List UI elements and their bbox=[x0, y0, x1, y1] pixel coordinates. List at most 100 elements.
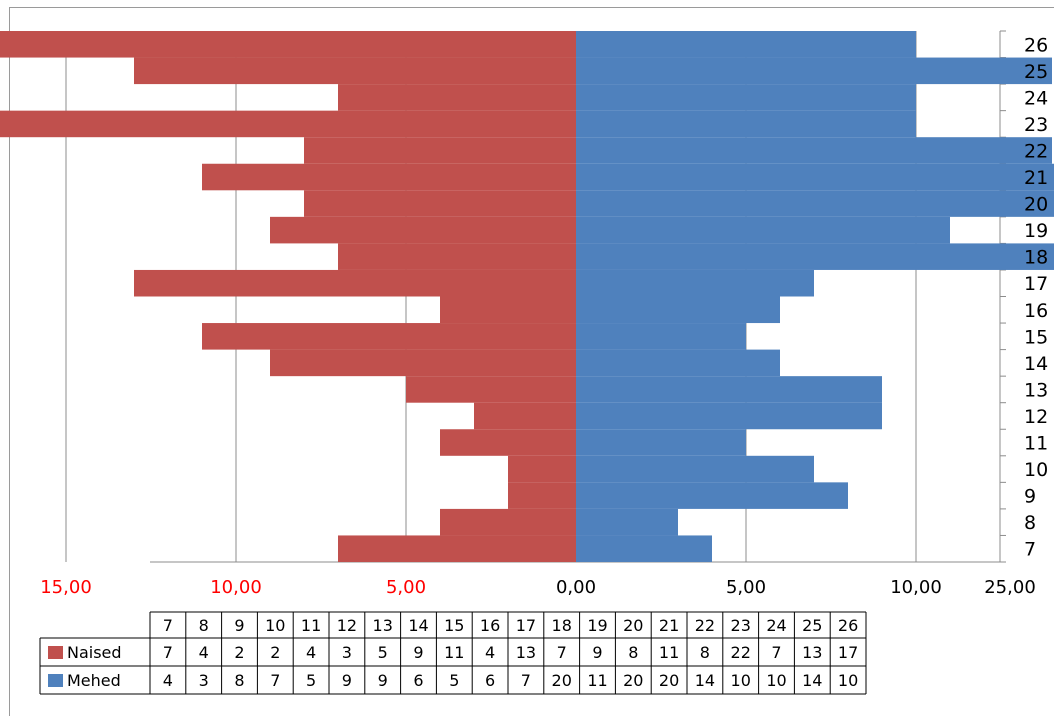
legend-label-mehed: Mehed bbox=[67, 671, 121, 690]
table-cell: 11 bbox=[587, 671, 607, 690]
table-header-cell: 18 bbox=[552, 616, 572, 635]
legend-label-naised: Naised bbox=[67, 643, 122, 662]
y-tick-label: 24 bbox=[1024, 87, 1048, 109]
table-cell: 5 bbox=[449, 671, 459, 690]
table-cell: 6 bbox=[413, 671, 423, 690]
y-tick-label: 26 bbox=[1024, 34, 1048, 56]
x-tick-label-right: 25,00 bbox=[984, 577, 1036, 598]
bar-mehed-25 bbox=[576, 57, 1052, 85]
y-tick-label: 13 bbox=[1024, 379, 1048, 401]
table-cell: 8 bbox=[234, 671, 244, 690]
table-header-cell: 22 bbox=[695, 616, 715, 635]
y-tick-label: 18 bbox=[1024, 247, 1048, 269]
table-header-cell: 21 bbox=[659, 616, 679, 635]
x-tick-label-right: 10,00 bbox=[890, 577, 942, 598]
bar-naised-16 bbox=[440, 296, 576, 324]
y-tick-label: 22 bbox=[1024, 140, 1048, 162]
y-axis-tick-labels: 7 8 9 10 11 12 13 14 15 16 17 18 19 20 21 22 23 24 25 26 bbox=[1024, 34, 1048, 560]
data-table: 7 8 9 10 11 12 13 14 15 16 17 18 19 20 21 22 23 24 25 26Nai… bbox=[39, 611, 867, 695]
table-cell: 8 bbox=[628, 643, 638, 662]
table-header-cell: 7 bbox=[163, 616, 173, 635]
bar-mehed-23 bbox=[576, 110, 916, 138]
bar-mehed-19 bbox=[576, 216, 950, 244]
bar-mehed-13 bbox=[576, 376, 882, 403]
table-cell: 10 bbox=[731, 671, 751, 690]
y-tick-label: 19 bbox=[1024, 220, 1048, 242]
legend-key-naised bbox=[48, 646, 63, 659]
bar-mehed-14 bbox=[576, 349, 780, 377]
bar-mehed-10 bbox=[576, 455, 814, 483]
bars bbox=[0, 31, 1054, 562]
x-axis-tick-labels: 25,0020,0015,0010,005,000,005,0010,0015,… bbox=[40, 577, 1036, 598]
table-cell: 7 bbox=[163, 643, 173, 662]
table-cell: 8 bbox=[700, 643, 710, 662]
y-tick-label: 7 bbox=[1024, 539, 1036, 561]
y-tick-label: 15 bbox=[1024, 326, 1048, 348]
bar-mehed-22 bbox=[576, 137, 1052, 164]
table-header-cell: 15 bbox=[444, 616, 464, 635]
table-cell: 9 bbox=[592, 643, 602, 662]
table-cell: 5 bbox=[306, 671, 316, 690]
y-tick-label: 14 bbox=[1024, 353, 1048, 375]
table-header-cell: 19 bbox=[587, 616, 607, 635]
x-tick-label-left: 10,00 bbox=[210, 577, 262, 598]
bar-mehed-20 bbox=[576, 190, 1054, 217]
table-cell: 22 bbox=[731, 643, 751, 662]
bar-mehed-17 bbox=[576, 269, 814, 297]
bar-mehed-21 bbox=[576, 163, 1054, 191]
bar-mehed-12 bbox=[576, 402, 882, 430]
table-cell: 7 bbox=[521, 671, 531, 690]
bar-mehed-18 bbox=[576, 243, 1054, 270]
x-tick-label-left: 5,00 bbox=[386, 577, 426, 598]
y-tick-label: 23 bbox=[1024, 114, 1048, 136]
table-header-cell: 10 bbox=[265, 616, 285, 635]
x-tick-label-right: 0,00 bbox=[556, 577, 596, 598]
y-tick-label: 25 bbox=[1024, 61, 1048, 83]
bar-mehed-11 bbox=[576, 429, 746, 456]
bar-naised-7 bbox=[338, 535, 576, 562]
table-cell: 7 bbox=[557, 643, 567, 662]
y-tick-label: 20 bbox=[1024, 194, 1048, 216]
table-cell: 2 bbox=[234, 643, 244, 662]
table-cell: 17 bbox=[838, 643, 858, 662]
bar-mehed-16 bbox=[576, 296, 780, 324]
y-tick-label: 8 bbox=[1024, 512, 1036, 534]
bar-mehed-24 bbox=[576, 84, 916, 111]
bar-mehed-7 bbox=[576, 535, 712, 562]
legend-key-mehed bbox=[48, 674, 63, 687]
bar-mehed-9 bbox=[576, 482, 848, 509]
table-header-cell: 8 bbox=[199, 616, 209, 635]
bar-naised-23 bbox=[0, 110, 576, 138]
table-header-cell: 11 bbox=[301, 616, 321, 635]
table-cell: 4 bbox=[199, 643, 209, 662]
x-tick-label-right: 5,00 bbox=[726, 577, 766, 598]
table-header-cell: 12 bbox=[337, 616, 357, 635]
chart-frame bbox=[9, 7, 1054, 716]
table-cell: 20 bbox=[552, 671, 572, 690]
table-cell: 7 bbox=[771, 643, 781, 662]
table-header-cell: 9 bbox=[234, 616, 244, 635]
table-cell: 7 bbox=[270, 671, 280, 690]
table-cell: 4 bbox=[485, 643, 495, 662]
table-cell: 9 bbox=[413, 643, 423, 662]
table-cell: 11 bbox=[659, 643, 679, 662]
table-header-cell: 26 bbox=[838, 616, 858, 635]
table-cell: 11 bbox=[444, 643, 464, 662]
table-cell: 2 bbox=[270, 643, 280, 662]
bar-naised-25 bbox=[134, 57, 576, 85]
y-tick-label: 21 bbox=[1024, 167, 1048, 189]
table-header-cell: 25 bbox=[802, 616, 822, 635]
bar-naised-21 bbox=[202, 163, 576, 191]
bar-naised-22 bbox=[304, 137, 576, 164]
table-header-cell: 20 bbox=[623, 616, 643, 635]
bar-naised-14 bbox=[270, 349, 576, 377]
table-header-cell: 24 bbox=[766, 616, 786, 635]
y-tick-label: 17 bbox=[1024, 273, 1048, 295]
table-cell: 3 bbox=[199, 671, 209, 690]
bar-naised-17 bbox=[134, 269, 576, 297]
table-cell: 4 bbox=[163, 671, 173, 690]
bar-naised-11 bbox=[440, 429, 576, 456]
bar-naised-15 bbox=[202, 323, 576, 350]
table-cell: 3 bbox=[342, 643, 352, 662]
